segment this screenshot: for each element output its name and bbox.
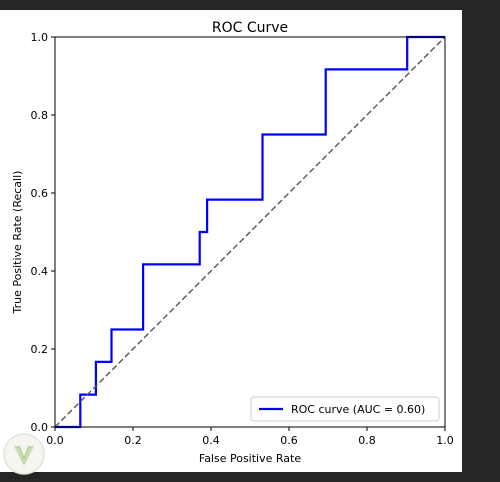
chart-title: ROC Curve — [212, 20, 288, 36]
legend-label: ROC curve (AUC = 0.60) — [291, 403, 425, 416]
x-tick-label: 0.8 — [358, 434, 376, 447]
x-tick-label: 0.0 — [46, 434, 64, 447]
plot-area: 0.0 0.2 0.4 0.6 0.8 1.0 0.0 0.2 0.4 0.6 0.8 1.0 ROC … — [31, 31, 454, 447]
x-axis-label: False Positive Rate — [199, 452, 301, 465]
x-tick-label: 0.6 — [280, 434, 298, 447]
y-tick-label: 0.2 — [31, 343, 49, 356]
x-tick-label: 1.0 — [436, 434, 454, 447]
x-tick-label: 0.4 — [202, 434, 220, 447]
legend-box — [250, 396, 440, 422]
y-tick-label: 0.0 — [31, 421, 49, 434]
roc-chart: ROC Curve 0.0 0.2 0.4 0.6 0.8 1.0 0.0 0.2 0.4 0.6… — [11, 20, 454, 465]
y-tick-label: 0.8 — [31, 109, 49, 122]
y-tick-label: 1.0 — [31, 31, 49, 44]
figure: ROC Curve 0.0 0.2 0.4 0.6 0.8 1.0 0.0 0.2 0.4 0.6… — [0, 10, 462, 472]
roc-curve-line — [55, 35, 445, 429]
x-tick-label: 0.2 — [124, 434, 142, 447]
y-tick-label: 0.4 — [31, 265, 49, 278]
plot-frame — [54, 36, 446, 428]
chance-diagonal-line — [54, 36, 446, 428]
y-axis-label: True Positive Rate (Recall) — [11, 171, 24, 315]
y-tick-label: 0.6 — [31, 187, 49, 200]
leaf-logo-icon — [3, 433, 45, 475]
